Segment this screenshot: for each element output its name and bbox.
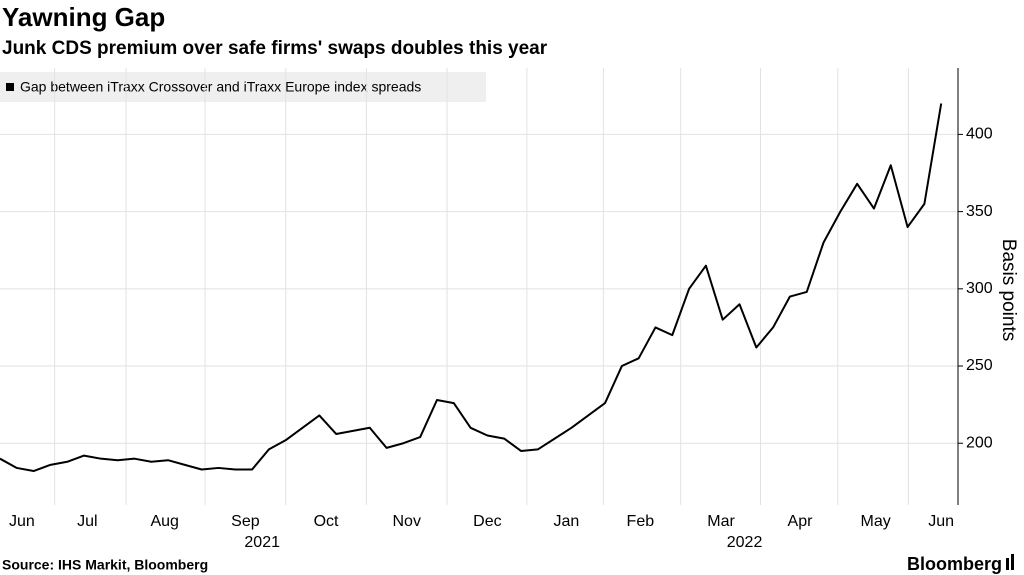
brand-icon [1011, 554, 1014, 570]
x-tick-label: Dec [473, 513, 501, 530]
legend-label: Gap between iTraxx Crossover and iTraxx … [20, 79, 421, 95]
legend-box [0, 72, 486, 102]
year-label: 2021 [244, 534, 280, 551]
x-tick-label: Apr [788, 513, 814, 530]
y-axis-label: Basis points [998, 239, 1019, 341]
legend-swatch [6, 83, 14, 91]
y-tick-label: 350 [966, 203, 993, 220]
chart-title: Yawning Gap [2, 2, 165, 32]
x-tick-label: Oct [314, 513, 339, 530]
year-label: 2022 [727, 534, 763, 551]
x-tick-label: Sep [231, 513, 260, 530]
brand: Bloomberg [907, 554, 1002, 574]
y-tick-label: 400 [966, 126, 993, 143]
x-tick-label: Jul [77, 513, 97, 530]
brand-icon [1006, 558, 1009, 570]
x-tick-label: May [861, 513, 891, 530]
x-tick-label: Mar [707, 513, 735, 530]
line-series [0, 103, 943, 473]
x-tick-label: Aug [150, 513, 178, 530]
x-tick-label: Jun [9, 513, 35, 530]
y-tick-label: 300 [966, 280, 993, 297]
x-tick-label: Jun [928, 513, 954, 530]
source: Source: IHS Markit, Bloomberg [2, 557, 208, 573]
y-tick-label: 200 [966, 434, 993, 451]
x-tick-label: Feb [627, 513, 655, 530]
x-tick-label: Nov [393, 513, 421, 530]
y-tick-label: 250 [966, 357, 993, 374]
chart-subtitle: Junk CDS premium over safe firms' swaps … [2, 38, 548, 59]
x-tick-label: Jan [553, 513, 579, 530]
